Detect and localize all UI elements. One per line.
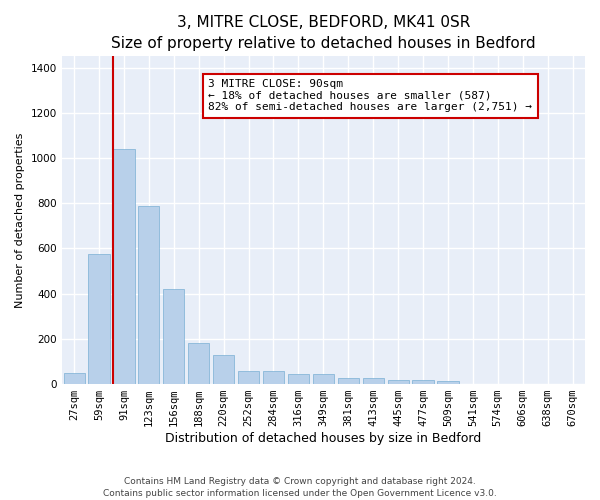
- X-axis label: Distribution of detached houses by size in Bedford: Distribution of detached houses by size …: [165, 432, 481, 445]
- Y-axis label: Number of detached properties: Number of detached properties: [15, 132, 25, 308]
- Bar: [313, 374, 334, 384]
- Bar: [338, 378, 359, 384]
- Text: Contains HM Land Registry data © Crown copyright and database right 2024.
Contai: Contains HM Land Registry data © Crown c…: [103, 476, 497, 498]
- Title: 3, MITRE CLOSE, BEDFORD, MK41 0SR
Size of property relative to detached houses i: 3, MITRE CLOSE, BEDFORD, MK41 0SR Size o…: [111, 15, 536, 51]
- Bar: [138, 206, 160, 384]
- Bar: [113, 149, 134, 384]
- Bar: [188, 344, 209, 384]
- Bar: [163, 289, 184, 384]
- Bar: [412, 380, 434, 384]
- Bar: [288, 374, 309, 384]
- Bar: [88, 254, 110, 384]
- Bar: [388, 380, 409, 384]
- Bar: [213, 355, 234, 384]
- Bar: [263, 371, 284, 384]
- Text: 3 MITRE CLOSE: 90sqm
← 18% of detached houses are smaller (587)
82% of semi-deta: 3 MITRE CLOSE: 90sqm ← 18% of detached h…: [208, 80, 532, 112]
- Bar: [362, 378, 384, 384]
- Bar: [64, 374, 85, 384]
- Bar: [238, 370, 259, 384]
- Bar: [437, 381, 458, 384]
